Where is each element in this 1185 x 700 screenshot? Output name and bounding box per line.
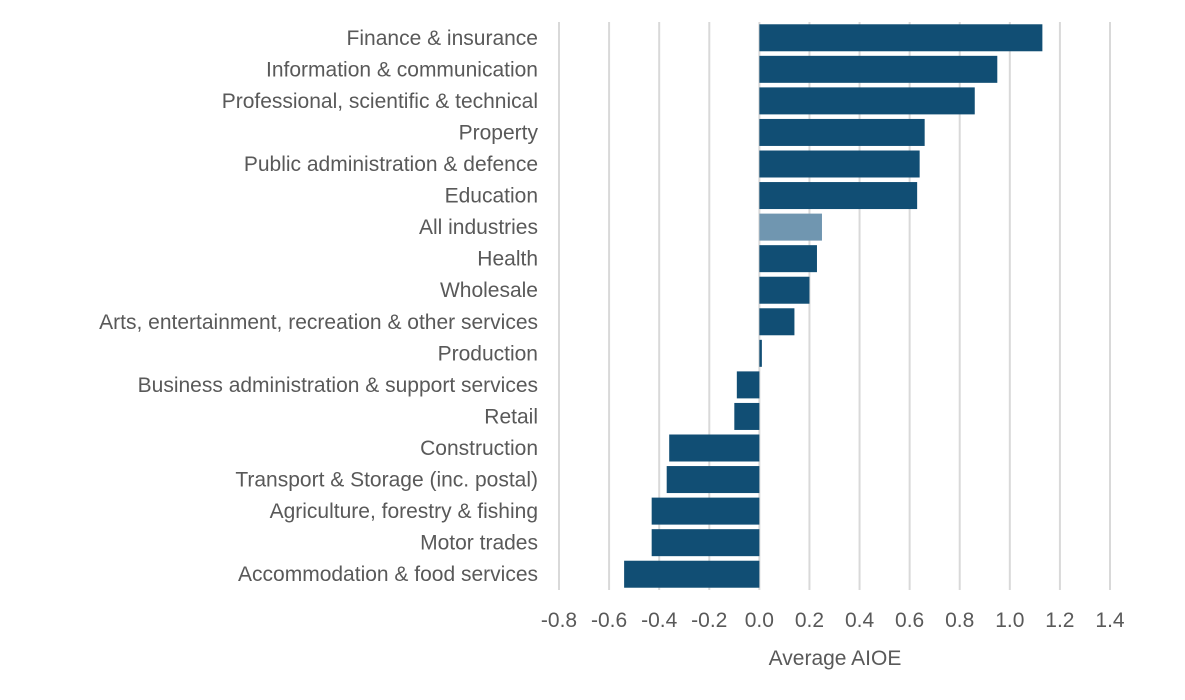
bar-retail xyxy=(734,402,760,430)
x-tick-labels: -0.8 -0.6 -0.4 -0.2 0.0 0.2 0.4 0.6 0.8 1.0 1.2 1.4 xyxy=(541,609,1125,632)
x-tick-label: 1.0 xyxy=(995,609,1024,632)
category-label: Property xyxy=(459,121,539,144)
bar-construction xyxy=(669,434,760,462)
category-label: All industries xyxy=(419,216,538,239)
category-labels: Finance & insurance Information & communi… xyxy=(99,27,538,586)
x-tick-label: 0.2 xyxy=(795,609,824,632)
category-label: Wholesale xyxy=(440,279,538,302)
x-axis-title: Average AIOE xyxy=(769,647,902,670)
bars xyxy=(624,24,1043,588)
x-tick-label: 1.2 xyxy=(1045,609,1074,632)
x-tick-label: -0.4 xyxy=(641,609,678,632)
x-tick-label: 1.4 xyxy=(1095,609,1125,632)
category-label: Business administration & support servic… xyxy=(138,374,538,397)
x-tick-label: 0.4 xyxy=(845,609,875,632)
category-label: Education xyxy=(445,185,538,208)
bar-business-administration-support-services xyxy=(736,371,760,399)
bar-education xyxy=(759,182,918,210)
bar-professional-scientific-technical xyxy=(759,87,975,115)
x-tick-label: 0.0 xyxy=(745,609,774,632)
x-tick-label: -0.8 xyxy=(541,609,577,632)
category-label: Professional, scientific & technical xyxy=(222,90,538,113)
category-label: Finance & insurance xyxy=(347,27,538,50)
bar-accommodation-food-services xyxy=(624,560,760,588)
category-label: Health xyxy=(477,248,538,271)
category-label: Information & communication xyxy=(266,58,538,81)
category-label: Public administration & defence xyxy=(244,153,538,176)
bar-wholesale xyxy=(759,276,810,304)
category-label: Accommodation & food services xyxy=(238,563,538,586)
category-label: Production xyxy=(438,342,538,365)
gridlines xyxy=(558,22,1111,590)
bar-transport-storage-inc-postal xyxy=(666,466,760,494)
category-label: Transport & Storage (inc. postal) xyxy=(235,469,538,492)
x-tick-label: 0.8 xyxy=(945,609,974,632)
bar-agriculture-forestry-fishing xyxy=(651,497,760,525)
category-label: Agriculture, forestry & fishing xyxy=(270,500,538,523)
x-tick-label: -0.6 xyxy=(591,609,627,632)
bar-health xyxy=(759,245,817,273)
category-label: Retail xyxy=(484,405,538,428)
bar-property xyxy=(759,118,925,146)
bar-production xyxy=(759,339,762,367)
bar-all-industries xyxy=(759,213,822,241)
bar-finance-insurance xyxy=(759,24,1043,52)
bar-arts-entertainment-recreation-other-services xyxy=(759,308,795,336)
x-tick-label: -0.2 xyxy=(691,609,727,632)
category-label: Construction xyxy=(420,437,538,460)
category-label: Arts, entertainment, recreation & other … xyxy=(99,311,538,334)
category-label: Motor trades xyxy=(420,532,538,555)
x-tick-label: 0.6 xyxy=(895,609,924,632)
bar-motor-trades xyxy=(651,529,760,557)
bar-information-communication xyxy=(759,55,998,83)
bar-public-administration-defence xyxy=(759,150,920,178)
